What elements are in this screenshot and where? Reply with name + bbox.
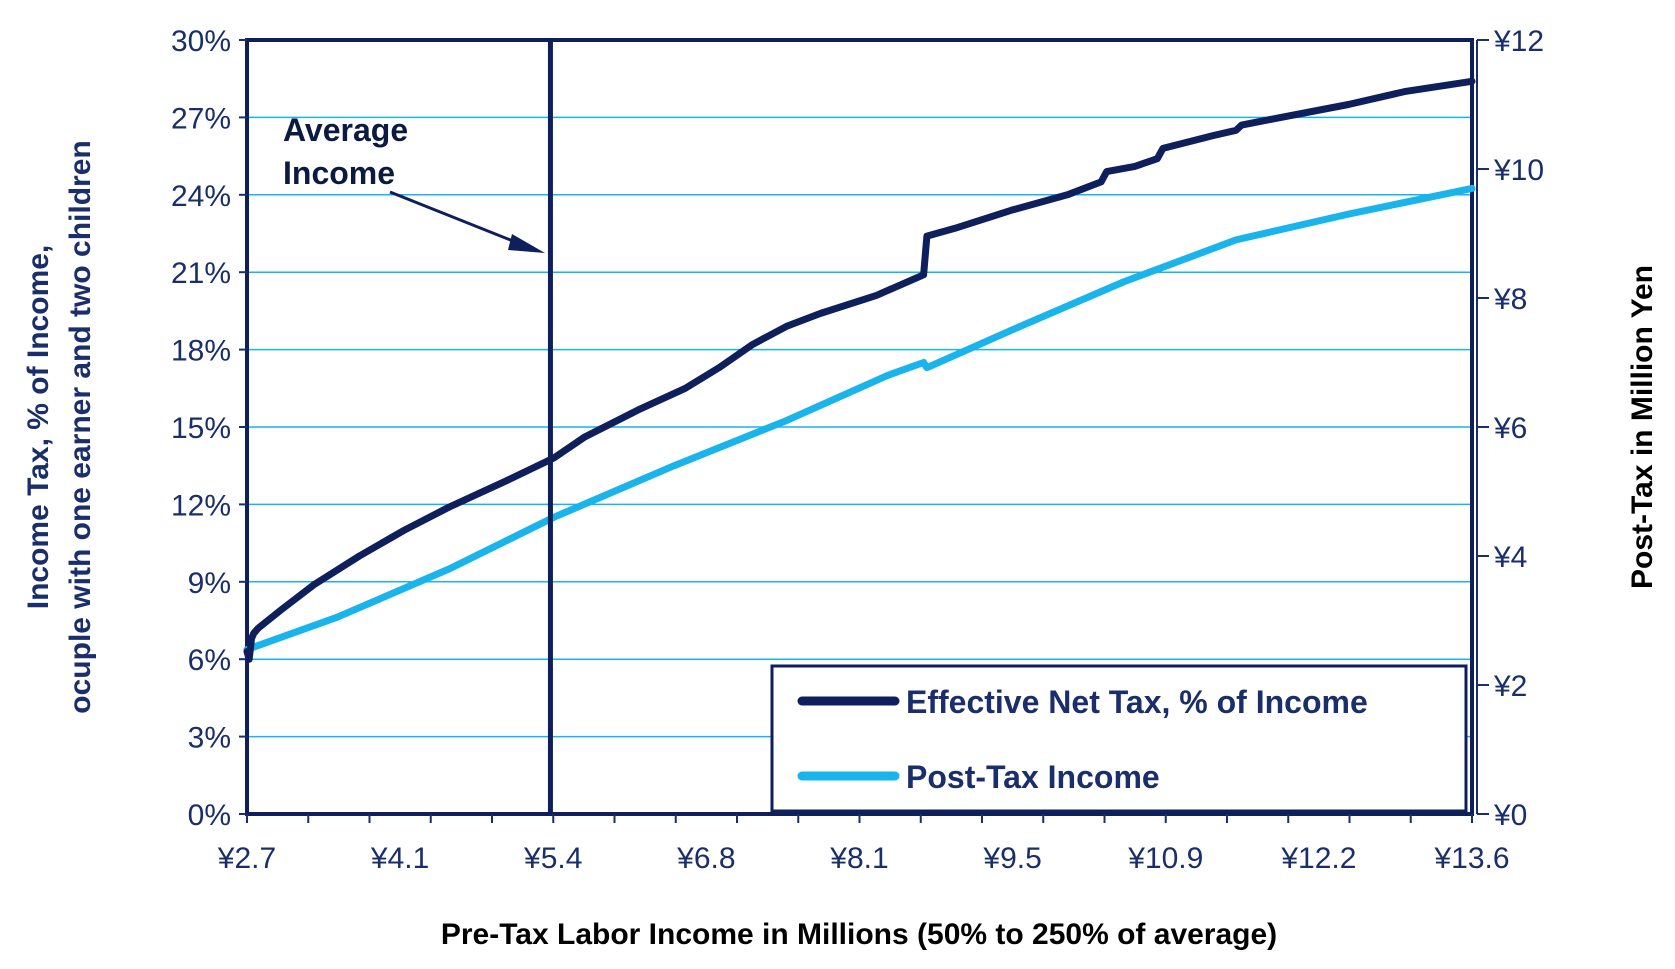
x-tick-label: ¥9.5 xyxy=(982,842,1041,875)
series-group xyxy=(243,77,1476,663)
right-axis-title-group: Post-Tax in Million Yen xyxy=(1626,265,1659,589)
left-axis-title-group-2: ocuple with one earner and two children xyxy=(64,140,97,713)
income-series-line xyxy=(243,184,1476,653)
x-tick-label: ¥4.1 xyxy=(370,842,429,875)
left-axis: 0% 3% 6% 9% 12% 15% 18% 21% 24% 27% 30% xyxy=(171,25,247,832)
right-tick-label: ¥10 xyxy=(1493,154,1544,187)
x-tick-label: ¥8.1 xyxy=(829,842,888,875)
right-axis-title: Post-Tax in Million Yen xyxy=(1626,265,1659,589)
left-axis-title-line2: ocuple with one earner and two children xyxy=(64,140,97,713)
left-tick-label: 21% xyxy=(171,257,231,290)
gridlines xyxy=(247,116,1472,738)
x-tick-label: ¥13.6 xyxy=(1433,842,1509,875)
annotation-label-line2: Income xyxy=(283,155,395,191)
left-tick-label: 24% xyxy=(171,180,231,213)
left-tick-label: 15% xyxy=(171,412,231,445)
right-axis: ¥0 ¥2 ¥4 ¥6 ¥8 ¥10 ¥12 xyxy=(1477,25,1544,832)
left-tick-label: 12% xyxy=(171,489,231,522)
right-tick-label: ¥6 xyxy=(1493,412,1527,445)
x-tick-label: ¥10.9 xyxy=(1127,842,1203,875)
tax-series-line xyxy=(243,77,1476,663)
right-tick-label: ¥0 xyxy=(1493,799,1527,832)
left-axis-title-group: Income Tax, % of Income, xyxy=(22,245,55,610)
left-axis-title-line1: Income Tax, % of Income, xyxy=(22,245,55,610)
right-tick-label: ¥2 xyxy=(1493,670,1527,703)
annotation-arrow xyxy=(389,190,529,249)
left-tick-label: 0% xyxy=(188,799,231,832)
left-tick-label: 18% xyxy=(171,335,231,368)
left-tick-label: 27% xyxy=(171,102,231,135)
annotation-label-line1: Average xyxy=(283,112,408,148)
legend-box xyxy=(770,664,1468,813)
annotation-arrowhead xyxy=(508,234,545,253)
left-tick-label: 3% xyxy=(188,722,231,755)
x-tick-label: ¥5.4 xyxy=(523,842,582,875)
right-tick-label: ¥4 xyxy=(1493,541,1527,574)
left-tick-label: 9% xyxy=(188,567,231,600)
legend-label-income: Post-Tax Income xyxy=(906,759,1160,795)
legend-label-tax: Effective Net Tax, % of Income xyxy=(906,684,1368,720)
left-tick-label: 30% xyxy=(171,25,231,58)
left-tick-label: 6% xyxy=(188,644,231,677)
x-tick-label: ¥6.8 xyxy=(676,842,735,875)
right-tick-label: ¥8 xyxy=(1493,283,1527,316)
x-axis: ¥2.7 ¥4.1 ¥5.4 ¥6.8 ¥8.1 ¥9.5 ¥10.9 ¥12.2 ¥13.6 xyxy=(217,814,1510,875)
x-axis-title: Pre-Tax Labor Income in Millions (50% to… xyxy=(441,918,1277,951)
legend: Effective Net Tax, % of Income Post-Tax … xyxy=(770,664,1468,813)
x-tick-label: ¥2.7 xyxy=(217,842,276,875)
x-tick-label: ¥12.2 xyxy=(1280,842,1356,875)
right-tick-label: ¥12 xyxy=(1493,25,1544,58)
